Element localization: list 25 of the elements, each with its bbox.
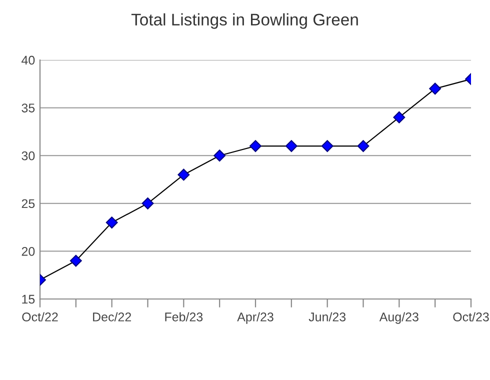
x-tick-label: Dec/22 <box>93 312 132 322</box>
point <box>178 168 190 181</box>
y-tick-label: 35 <box>22 104 35 112</box>
point <box>429 82 442 95</box>
point <box>106 216 118 228</box>
x-tick-label: Aug/23 <box>379 312 418 324</box>
y-tick-label: 40 <box>22 56 35 65</box>
x-tick-label: Feb/23 <box>165 312 203 322</box>
point <box>214 150 226 162</box>
y-tick-label: 15 <box>22 294 35 304</box>
y-tick-label: 20 <box>22 247 35 256</box>
point <box>357 140 370 152</box>
x-tick-label: Oct/23 <box>453 312 489 322</box>
point <box>393 111 406 124</box>
x-tick-label: Apr/23 <box>237 312 274 324</box>
point <box>70 254 82 267</box>
point <box>321 140 334 152</box>
point <box>142 197 154 210</box>
point <box>250 140 262 152</box>
point <box>285 140 298 152</box>
y-tick-label: 30 <box>22 151 35 160</box>
chart-title: Total Listings in Bowling Green <box>131 13 358 29</box>
x-tick-label: Oct/22 <box>22 312 58 322</box>
x-tick-label: Jun/23 <box>308 312 346 322</box>
y-tick-label: 25 <box>22 199 35 208</box>
